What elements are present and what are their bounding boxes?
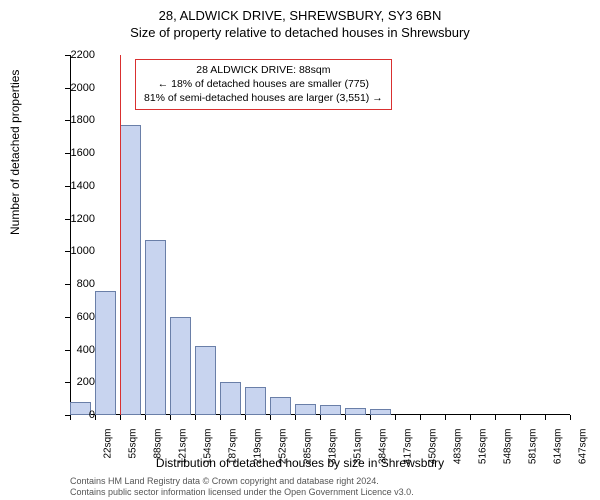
- annotation-line: 28 ALDWICK DRIVE: 88sqm: [144, 63, 383, 77]
- y-axis-label: Number of detached properties: [8, 70, 22, 235]
- histogram-bar: [95, 291, 116, 415]
- annotation-line: ← 18% of detached houses are smaller (77…: [144, 77, 383, 91]
- x-tick-mark: [145, 415, 146, 420]
- x-tick-mark: [270, 415, 271, 420]
- x-tick-label: 516sqm: [478, 429, 489, 469]
- x-tick-mark: [395, 415, 396, 420]
- x-tick-label: 318sqm: [328, 429, 339, 469]
- histogram-bar: [170, 317, 191, 415]
- x-tick-mark: [520, 415, 521, 420]
- x-tick-label: 121sqm: [178, 429, 189, 469]
- x-tick-mark: [295, 415, 296, 420]
- x-tick-label: 285sqm: [303, 429, 314, 469]
- y-tick-label: 200: [55, 376, 95, 388]
- x-tick-label: 384sqm: [378, 429, 389, 469]
- histogram-bar: [145, 240, 166, 415]
- y-tick-label: 1600: [55, 147, 95, 159]
- histogram-bar: [120, 125, 141, 415]
- x-tick-label: 88sqm: [153, 429, 164, 469]
- x-tick-label: 219sqm: [253, 429, 264, 469]
- x-tick-label: 450sqm: [428, 429, 439, 469]
- attribution-line-2: Contains public sector information licen…: [70, 487, 414, 498]
- chart-title: 28, ALDWICK DRIVE, SHREWSBURY, SY3 6BN S…: [0, 0, 600, 42]
- title-line-1: 28, ALDWICK DRIVE, SHREWSBURY, SY3 6BN: [0, 8, 600, 25]
- x-tick-label: 647sqm: [578, 429, 589, 469]
- y-tick-label: 800: [55, 278, 95, 290]
- histogram-bar: [320, 405, 341, 415]
- x-tick-label: 548sqm: [503, 429, 514, 469]
- x-tick-label: 614sqm: [553, 429, 564, 469]
- histogram-bar: [270, 397, 291, 415]
- plot-area: 28 ALDWICK DRIVE: 88sqm← 18% of detached…: [70, 55, 570, 415]
- attribution-text: Contains HM Land Registry data © Crown c…: [70, 476, 414, 499]
- histogram-bar: [245, 387, 266, 415]
- y-tick-label: 1200: [55, 213, 95, 225]
- x-tick-label: 22sqm: [103, 429, 114, 469]
- y-tick-label: 1000: [55, 245, 95, 257]
- highlight-line: [120, 55, 121, 415]
- x-tick-label: 154sqm: [203, 429, 214, 469]
- x-tick-mark: [170, 415, 171, 420]
- y-tick-label: 1400: [55, 180, 95, 192]
- x-tick-label: 55sqm: [128, 429, 139, 469]
- x-tick-mark: [420, 415, 421, 420]
- attribution-line-1: Contains HM Land Registry data © Crown c…: [70, 476, 414, 487]
- annotation-line: 81% of semi-detached houses are larger (…: [144, 91, 383, 105]
- y-tick-label: 400: [55, 344, 95, 356]
- x-tick-label: 252sqm: [278, 429, 289, 469]
- x-tick-mark: [345, 415, 346, 420]
- histogram-bar: [345, 408, 366, 415]
- x-tick-label: 351sqm: [353, 429, 364, 469]
- x-tick-label: 417sqm: [403, 429, 414, 469]
- x-tick-mark: [495, 415, 496, 420]
- x-tick-mark: [120, 415, 121, 420]
- x-tick-mark: [445, 415, 446, 420]
- y-tick-label: 600: [55, 311, 95, 323]
- y-tick-label: 0: [55, 409, 95, 421]
- x-tick-mark: [320, 415, 321, 420]
- y-tick-label: 2000: [55, 82, 95, 94]
- x-tick-mark: [95, 415, 96, 420]
- x-tick-label: 483sqm: [453, 429, 464, 469]
- x-tick-mark: [570, 415, 571, 420]
- histogram-bar: [370, 409, 391, 415]
- x-tick-mark: [545, 415, 546, 420]
- histogram-bar: [295, 404, 316, 415]
- x-tick-label: 581sqm: [528, 429, 539, 469]
- histogram-bar: [195, 346, 216, 415]
- x-tick-label: 187sqm: [228, 429, 239, 469]
- x-tick-mark: [220, 415, 221, 420]
- y-tick-label: 2200: [55, 49, 95, 61]
- x-tick-mark: [470, 415, 471, 420]
- x-tick-mark: [195, 415, 196, 420]
- y-tick-label: 1800: [55, 114, 95, 126]
- annotation-box: 28 ALDWICK DRIVE: 88sqm← 18% of detached…: [135, 59, 392, 110]
- title-line-2: Size of property relative to detached ho…: [0, 25, 600, 42]
- x-tick-mark: [245, 415, 246, 420]
- histogram-bar: [220, 382, 241, 415]
- y-axis-line: [70, 55, 71, 415]
- x-tick-mark: [370, 415, 371, 420]
